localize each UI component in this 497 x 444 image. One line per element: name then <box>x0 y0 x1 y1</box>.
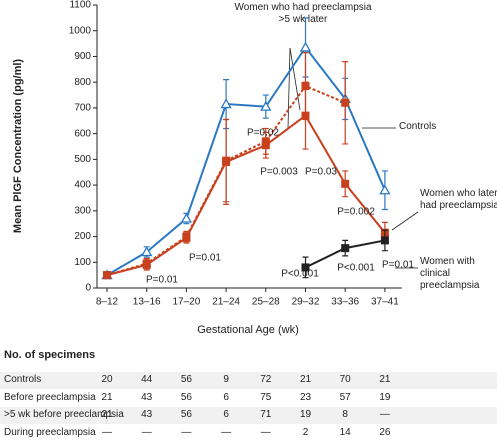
marker <box>220 98 232 109</box>
chart: Mean PlGF Concentration (pg/ml) Gestatio… <box>12 0 419 336</box>
annotation: P=0.003 <box>260 167 298 178</box>
table-cell: 20 <box>101 374 113 385</box>
x-tick-label: 29–32 <box>292 297 320 308</box>
marker <box>142 259 151 268</box>
table-cell: 75 <box>260 392 272 403</box>
x-tick-label: 25–28 <box>252 297 280 308</box>
y-tick-label: 500 <box>74 154 91 165</box>
x-tick-label: 21–24 <box>212 297 240 308</box>
series-label: Women who later had preeclampsia <box>420 188 497 211</box>
annotation: P=0.01 <box>382 260 414 271</box>
y-axis-label: Mean PlGF Concentration (pg/ml) <box>12 59 24 234</box>
x-tick-label: 13–16 <box>133 297 161 308</box>
table-cell: 21 <box>379 374 391 385</box>
x-tick-label: 33–36 <box>331 297 359 308</box>
leader-line <box>289 47 301 111</box>
annotation: P=0.01 <box>189 253 221 264</box>
series-label: Controls <box>399 121 437 132</box>
table-cell: 21 <box>299 374 312 385</box>
row-label: Controls <box>4 374 42 385</box>
table-cell: 14 <box>339 427 351 438</box>
marker <box>103 271 111 280</box>
x-tick-label: 37–41 <box>371 297 399 308</box>
marker <box>180 212 193 223</box>
annotation: P=0.01 <box>146 275 178 286</box>
table-cell: 21 <box>101 392 113 403</box>
table-cell: 56 <box>180 374 192 385</box>
table-cell: — <box>260 427 271 438</box>
marker <box>222 156 231 165</box>
row-label: >5 wk before preeclampsia <box>4 409 124 420</box>
marker <box>301 263 310 272</box>
y-tick-label: 1000 <box>69 25 92 36</box>
table-cell: 6 <box>223 392 229 403</box>
table-cell: 72 <box>260 374 272 385</box>
y-tick-label: 600 <box>74 128 91 139</box>
y-tick-label: 400 <box>74 180 91 191</box>
annotation: P=0.03 <box>305 167 337 178</box>
table-title: No. of specimens <box>4 349 96 361</box>
table-cell: 9 <box>223 374 229 385</box>
leader-line <box>391 211 419 231</box>
table-cell: 57 <box>339 392 351 403</box>
table-cell: 70 <box>339 374 351 385</box>
marker <box>380 236 389 245</box>
row-label: Before preeclampsia <box>4 392 96 403</box>
series-line <box>106 114 386 277</box>
series-label: Women who had preeclampsia >5 wk later <box>234 2 372 25</box>
marker <box>341 179 350 188</box>
row-label: During preeclampsia <box>4 427 96 438</box>
table-cell: 19 <box>379 392 391 403</box>
y-tick-label: 200 <box>74 231 91 242</box>
table-cell: 26 <box>379 427 391 438</box>
table-cell: 44 <box>141 374 153 385</box>
table-cell: 6 <box>223 409 229 420</box>
table-cell: 43 <box>141 392 153 403</box>
series-label: Women with clinical preeclampsia <box>420 256 480 291</box>
leader-line <box>287 47 291 129</box>
marker <box>301 82 310 91</box>
x-tick-label: 17–20 <box>172 297 200 308</box>
marker <box>379 184 391 195</box>
marker <box>261 137 270 146</box>
y-tick-label: 900 <box>74 51 91 62</box>
annotation: P=0.02 <box>247 128 279 139</box>
marker <box>260 100 272 111</box>
marker <box>182 232 191 241</box>
x-tick-label: 8–12 <box>96 297 119 308</box>
marker <box>341 98 350 107</box>
table-cell: 56 <box>180 409 192 420</box>
table-cell: 23 <box>299 392 312 403</box>
y-tick-label: 0 <box>85 283 91 294</box>
table-cell: — <box>102 427 112 438</box>
y-tick-label: 100 <box>74 257 91 268</box>
y-tick-label: 1100 <box>69 0 91 11</box>
table-cell: — <box>221 427 232 438</box>
y-tick-label: 300 <box>74 205 91 216</box>
annotation: P=0.002 <box>337 207 375 218</box>
series-line <box>106 45 386 276</box>
y-tick-label: 700 <box>74 103 91 114</box>
marker <box>299 41 312 52</box>
table-cell: 19 <box>299 409 312 420</box>
table-cell: 43 <box>141 409 153 420</box>
y-tick-label: 800 <box>74 77 91 88</box>
marker <box>141 246 153 257</box>
table-cell: — <box>181 427 192 438</box>
table-cell: 2 <box>302 427 309 438</box>
row-band <box>0 407 497 424</box>
x-axis-label: Gestational Age (wk) <box>197 324 299 336</box>
annotation: P<0.001 <box>337 263 375 274</box>
table-cell: — <box>379 409 390 420</box>
annotation: P<0.001 <box>281 269 319 280</box>
table-cell: 8 <box>342 409 348 420</box>
table-cell: 71 <box>260 409 272 420</box>
table-cell: — <box>141 427 152 438</box>
row-band <box>0 372 497 389</box>
table-cell: 21 <box>101 409 113 420</box>
table-cell: 56 <box>180 392 192 403</box>
marker <box>341 244 350 253</box>
